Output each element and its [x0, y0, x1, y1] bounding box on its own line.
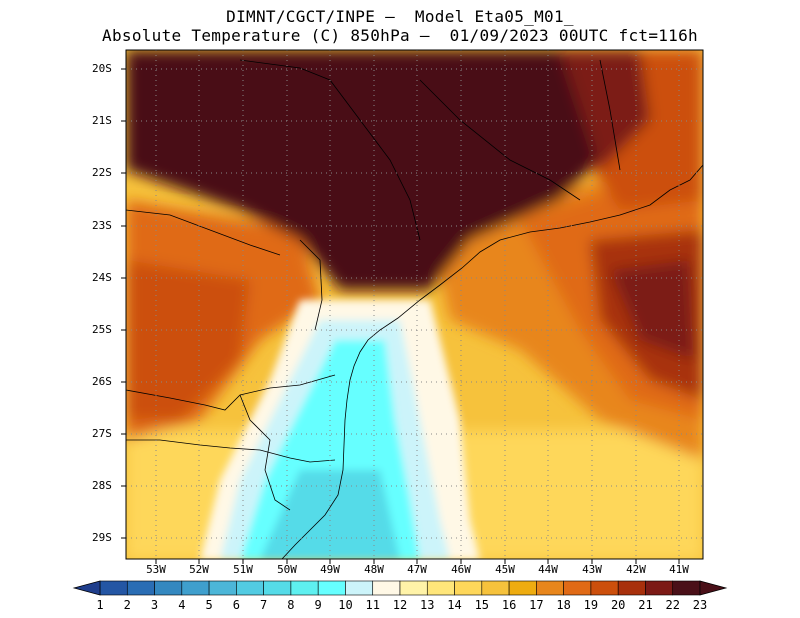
colorbar-label: 17	[529, 598, 544, 612]
colorbar-cell	[536, 580, 564, 596]
lat-label: 27S	[92, 427, 112, 440]
colorbar-cell	[454, 580, 483, 596]
colorbar-cell	[290, 580, 319, 596]
colorbar-label: 22	[665, 598, 680, 612]
colorbar-label: 3	[150, 598, 159, 612]
colorbar-cell	[126, 580, 155, 596]
colorbar-cell	[645, 580, 674, 596]
lon-label: 47W	[407, 563, 427, 576]
colorbar-label: 11	[365, 598, 380, 612]
lat-label: 28S	[92, 479, 112, 492]
colorbar-cell	[317, 580, 346, 596]
lat-label: 23S	[92, 219, 112, 232]
colorbar-cell	[99, 580, 128, 596]
colorbar-cell	[372, 580, 401, 596]
map-frame	[125, 49, 704, 560]
colorbar-right-arrow	[699, 580, 728, 596]
lat-label: 21S	[92, 114, 112, 127]
colorbar-label: 8	[287, 598, 295, 612]
colorbar-cell	[154, 580, 183, 596]
grid-lines	[126, 50, 703, 559]
lon-label: 46W	[451, 563, 471, 576]
lon-label: 41W	[669, 563, 689, 576]
colorbar-label: 23	[692, 598, 708, 612]
colorbar-cells	[99, 580, 701, 596]
colorbar-label: 20	[610, 598, 626, 612]
colorbar-cell	[563, 580, 592, 596]
axis-ticks	[121, 68, 680, 564]
colorbar-cell	[345, 580, 374, 596]
colorbar-label: 12	[392, 598, 408, 612]
lon-label: 53W	[146, 563, 166, 576]
lat-label: 29S	[92, 531, 112, 544]
lat-label: 25S	[92, 323, 112, 336]
lon-label: 52W	[189, 563, 209, 576]
colorbar-cell	[508, 580, 537, 596]
colorbar-cell	[399, 580, 428, 596]
colorbar-cell	[672, 580, 701, 596]
colorbar-left-arrow	[72, 580, 101, 596]
colorbar-cell	[181, 580, 210, 596]
lon-label: 43W	[582, 563, 602, 576]
colorbar-label: 16	[501, 598, 517, 612]
lat-label: 24S	[92, 271, 112, 284]
lat-label: 20S	[92, 62, 112, 75]
coastline	[126, 59, 703, 559]
colorbar-label: 15	[474, 598, 490, 612]
title-line-2: Absolute Temperature (C) 850hPa – 01/09/…	[102, 26, 698, 45]
colorbar-label: 9	[314, 598, 322, 612]
colorbar-label: 13	[420, 598, 435, 612]
colorbar-cell	[481, 580, 510, 596]
colorbar-label: 5	[205, 598, 213, 612]
lon-label: 42W	[626, 563, 646, 576]
lon-label: 51W	[233, 563, 253, 576]
lon-label: 49W	[320, 563, 340, 576]
colorbar-label: 21	[638, 598, 653, 612]
colorbar-label: 7	[260, 598, 268, 612]
lon-label: 48W	[364, 563, 384, 576]
lon-label: 44W	[538, 563, 558, 576]
colorbar-label: 14	[447, 598, 462, 612]
lat-label: 22S	[92, 166, 112, 179]
colorbar-label: 4	[178, 598, 186, 612]
lon-label: 50W	[277, 563, 297, 576]
colorbar-cell	[263, 580, 292, 596]
colorbar-label: 10	[338, 598, 353, 612]
colorbar-label: 19	[583, 598, 599, 612]
colorbar-cell	[426, 580, 455, 596]
colorbar-label: 6	[232, 598, 240, 612]
title-line-1: DIMNT/CGCT/INPE – Model Eta05_M01_	[226, 7, 574, 26]
colorbar-label: 18	[556, 598, 571, 612]
colorbar-label: 1	[96, 598, 104, 612]
colorbar-cell	[590, 580, 619, 596]
colorbar-cell	[236, 580, 264, 596]
colorbar-cell	[617, 580, 646, 596]
colorbar-label: 2	[123, 598, 131, 612]
lon-label: 45W	[495, 563, 515, 576]
colorbar-cell	[208, 580, 237, 596]
lat-label: 26S	[92, 375, 112, 388]
temperature-field	[126, 50, 703, 559]
